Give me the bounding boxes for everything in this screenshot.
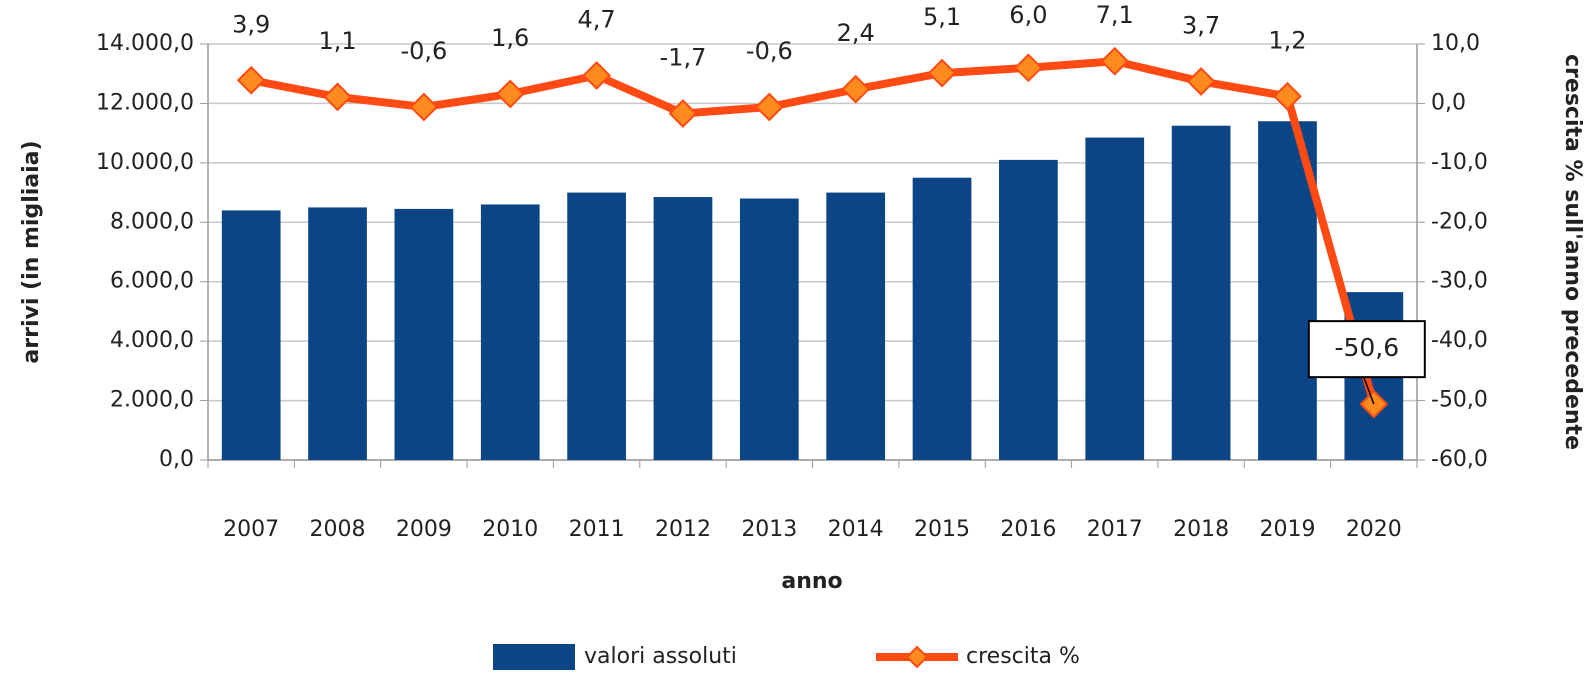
data-label: 4,7	[578, 5, 616, 33]
marker	[754, 92, 784, 122]
marker	[927, 58, 957, 88]
x-tick-label: 2018	[1173, 517, 1229, 542]
marker	[236, 65, 266, 95]
x-tick-label: 2013	[741, 517, 797, 542]
bar	[999, 159, 1058, 460]
y2-tick-label: 0,0	[1431, 90, 1466, 115]
marker	[323, 82, 352, 112]
marker	[1186, 67, 1216, 96]
y-tick-label: 12.000,0	[96, 90, 194, 115]
data-label: 3,7	[1182, 11, 1220, 39]
x-tick-label: 2019	[1259, 517, 1315, 542]
bar	[1085, 137, 1145, 460]
legend-label: valori assoluti	[584, 644, 737, 669]
x-tick-label: 2014	[828, 517, 884, 542]
bar	[394, 208, 454, 460]
marker	[841, 74, 871, 104]
data-label: 1,6	[491, 24, 529, 52]
x-tick-label: 2012	[655, 517, 711, 542]
data-label: 6,0	[1009, 1, 1047, 29]
data-label: -1,7	[660, 44, 707, 72]
data-label: 7,1	[1096, 1, 1134, 29]
label-box	[1307, 320, 1426, 379]
marker	[1013, 53, 1043, 83]
x-tick-label: 2020	[1346, 517, 1402, 542]
x-tick-label: 2008	[310, 517, 366, 542]
data-label: -50,6	[1334, 333, 1399, 362]
data-label: 1,2	[1268, 26, 1306, 54]
bar	[567, 192, 626, 461]
y-tick-label: 8.000,0	[110, 209, 194, 234]
label-leader	[1363, 376, 1375, 405]
marker	[582, 61, 612, 90]
bar	[653, 197, 713, 460]
x-tick-label: 2007	[223, 517, 279, 542]
y-tick-label: 4.000,0	[110, 328, 194, 353]
y-tick-label: 2.000,0	[110, 388, 194, 413]
data-label: 2,4	[837, 19, 875, 47]
bar	[912, 177, 972, 460]
y-axis-title: arrivi (in migliaia)	[19, 140, 44, 363]
x-tick-label: 2011	[569, 517, 625, 542]
legend-swatch	[905, 645, 929, 669]
y2-tick-label: 10,0	[1431, 31, 1480, 56]
marker	[409, 92, 439, 122]
bar	[826, 192, 886, 461]
bar	[739, 198, 799, 460]
marker	[668, 99, 698, 128]
x-tick-label: 2015	[914, 517, 970, 542]
y2-axis-title: crescita % sull'anno precedente	[1560, 54, 1585, 450]
data-label: 3,9	[232, 10, 270, 38]
y2-tick-label: -10,0	[1431, 150, 1488, 175]
y-tick-label: 6.000,0	[110, 269, 194, 294]
y2-tick-label: -60,0	[1431, 447, 1488, 472]
bar	[480, 204, 540, 460]
x-tick-label: 2009	[396, 517, 452, 542]
marker	[495, 79, 525, 109]
marker	[1273, 81, 1302, 111]
y-tick-label: 10.000,0	[96, 150, 194, 175]
y2-tick-label: -50,0	[1431, 388, 1488, 413]
x-tick-label: 2017	[1087, 517, 1143, 542]
y-tick-label: 14.000,0	[96, 31, 194, 56]
bar	[1171, 125, 1231, 460]
y-tick-label: 0,0	[159, 447, 194, 472]
legend-swatch	[493, 644, 575, 670]
marker	[1100, 46, 1130, 76]
bar	[308, 207, 367, 460]
legend-label: crescita %	[966, 644, 1080, 669]
data-label: -0,6	[400, 37, 447, 65]
x-tick-label: 2016	[1000, 517, 1056, 542]
y2-tick-label: -20,0	[1431, 209, 1488, 234]
x-axis-title: anno	[781, 569, 842, 594]
y2-tick-label: -40,0	[1431, 328, 1488, 353]
line	[250, 57, 1378, 406]
bar	[221, 210, 281, 460]
data-label: 5,1	[923, 3, 961, 31]
y2-tick-label: -30,0	[1431, 269, 1488, 294]
x-tick-label: 2010	[482, 517, 538, 542]
data-label: 1,1	[318, 27, 356, 55]
data-label: -0,6	[746, 37, 793, 65]
